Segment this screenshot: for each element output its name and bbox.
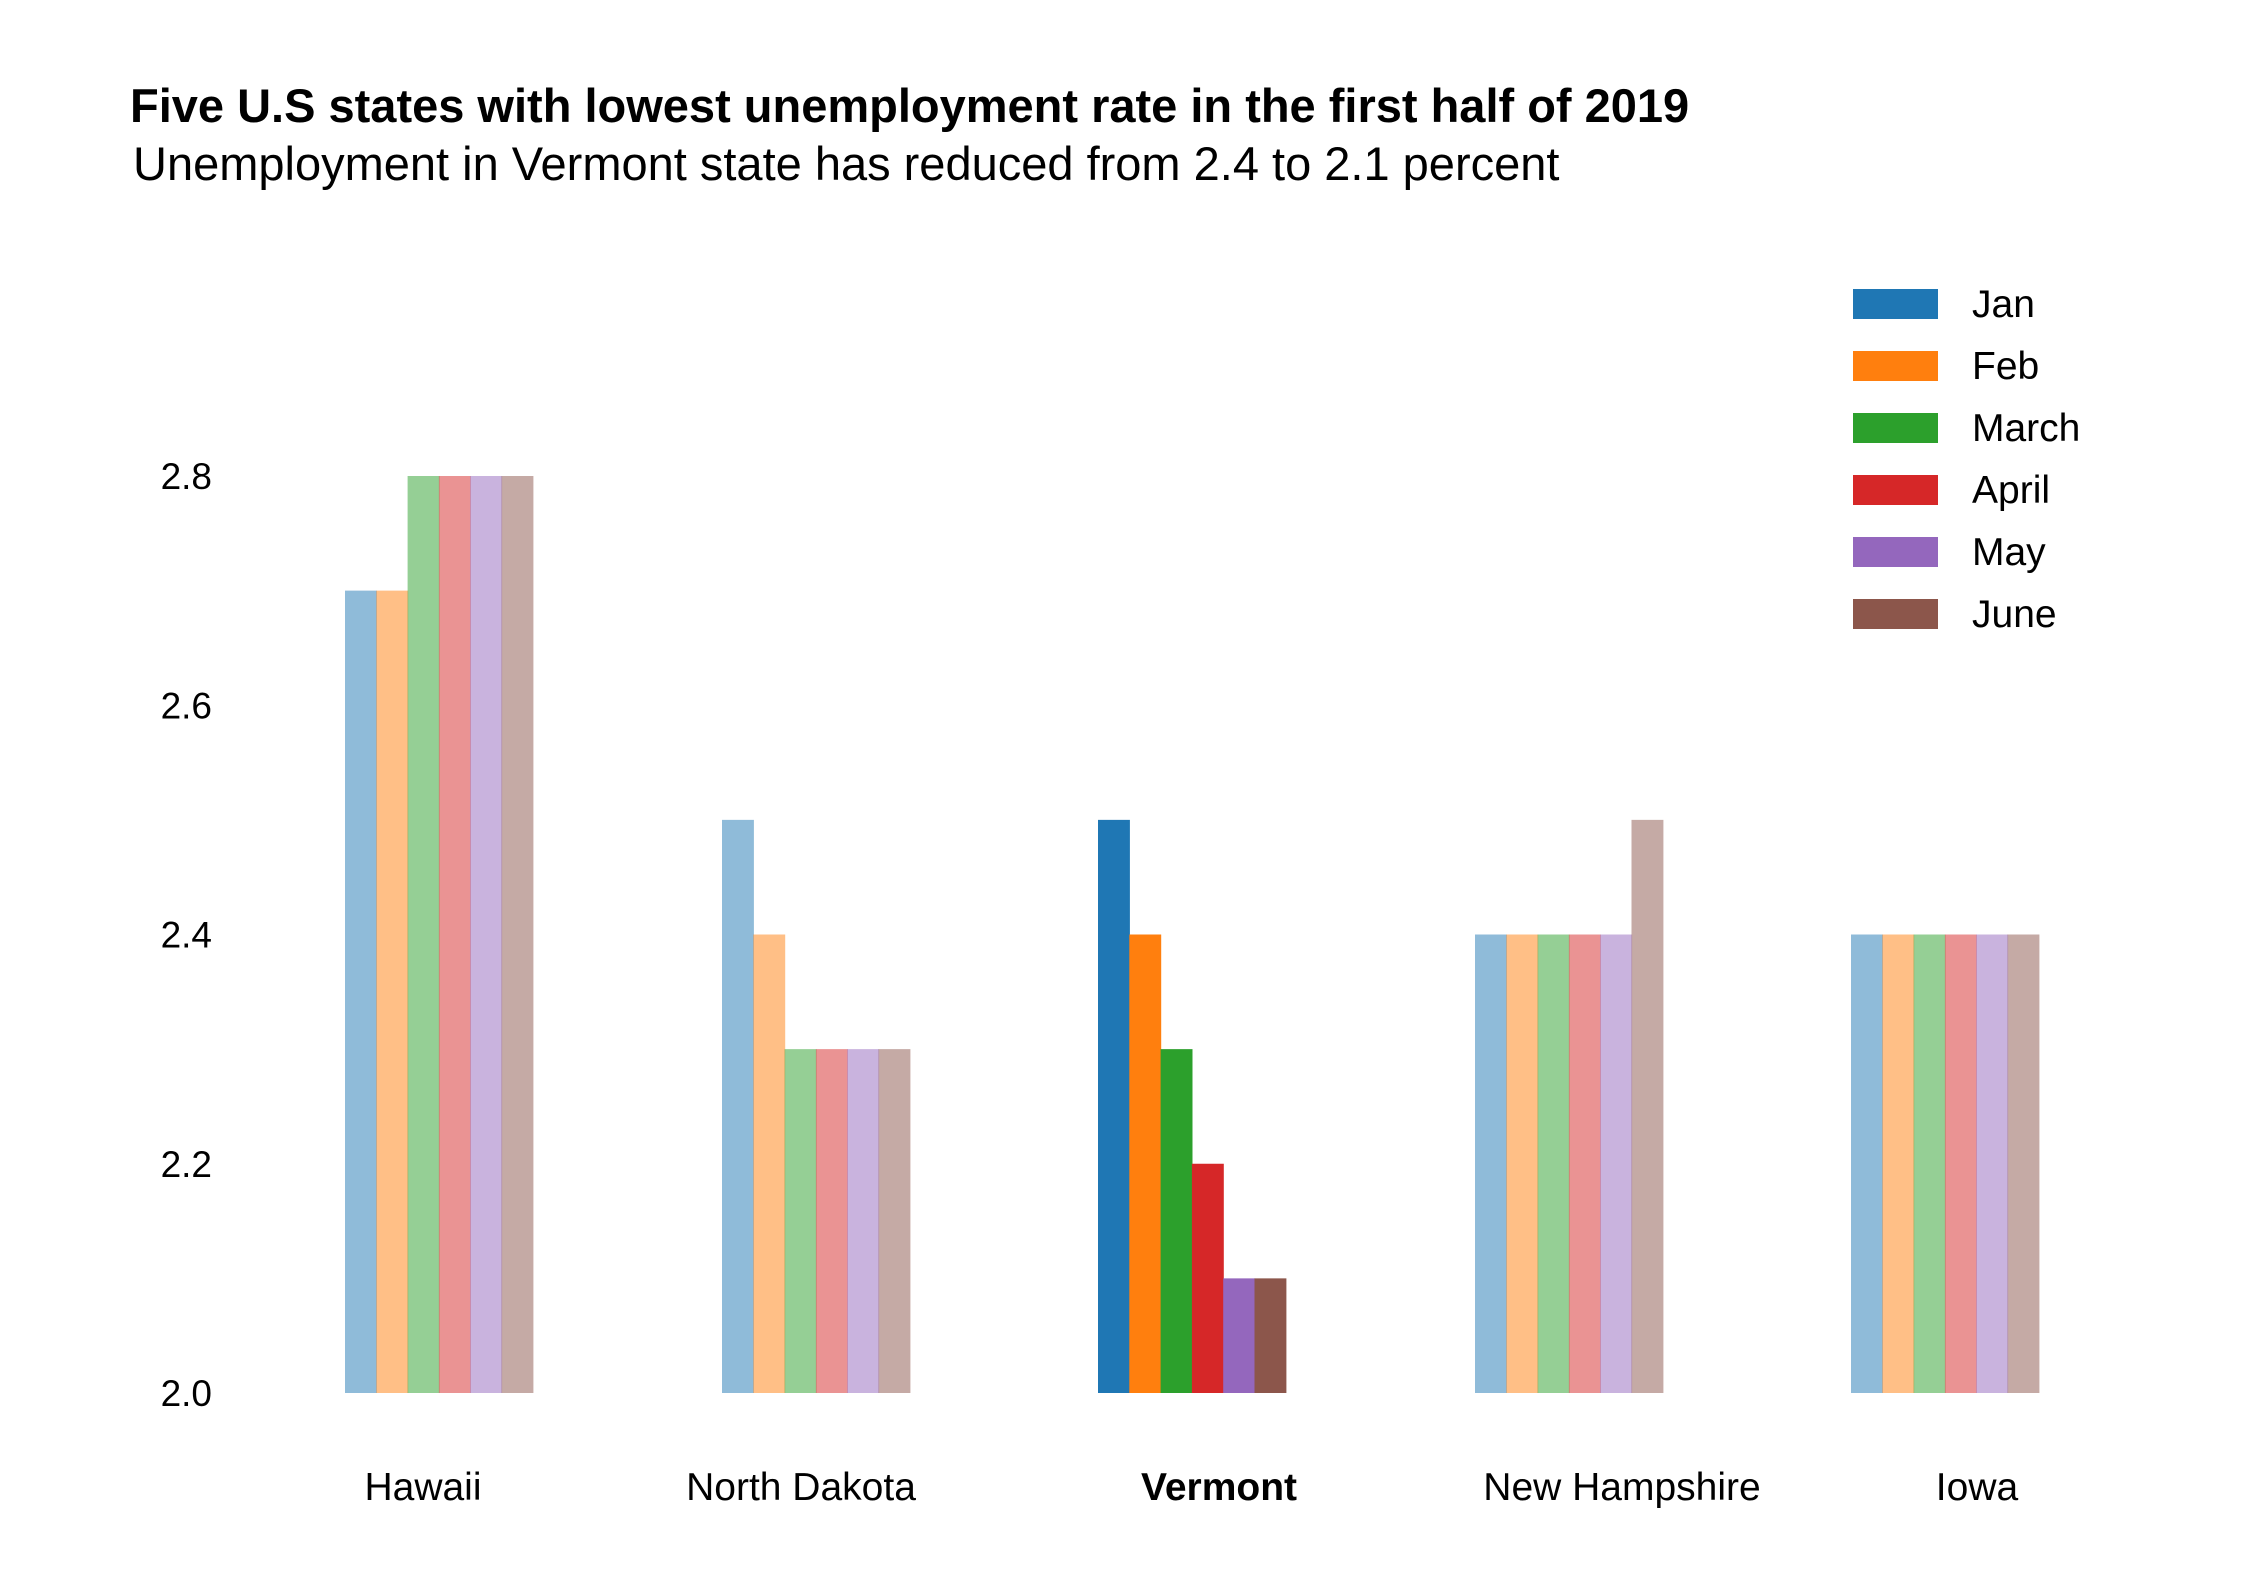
bar-iowa-may (1976, 934, 2009, 1393)
bar-north-dakota-march (784, 1049, 817, 1393)
bar-hawaii-jan (345, 590, 377, 1393)
bar-new-hampshire-feb (1506, 934, 1539, 1393)
legend-label: April (1972, 469, 2050, 512)
y-tick-label: 2.2 (161, 1144, 212, 1185)
chart-title: Five U.S states with lowest unemployment… (130, 79, 1689, 132)
y-tick-label: 2.4 (161, 915, 212, 956)
y-tick-label: 2.6 (161, 685, 212, 726)
bar-vermont-march (1160, 1049, 1193, 1393)
y-tick-label: 2.0 (161, 1373, 212, 1414)
legend-swatch (1853, 289, 1938, 319)
bar-iowa-april (1944, 934, 1977, 1393)
legend-label: Jan (1972, 283, 2035, 326)
bar-iowa-jan (1851, 934, 1883, 1393)
x-tick-label: New Hampshire (1483, 1466, 1760, 1509)
bar-vermont-feb (1129, 934, 1162, 1393)
legend: Jan Feb March April May June (1853, 283, 2080, 636)
bar-iowa-june (2007, 934, 2040, 1393)
bar-north-dakota-may (847, 1049, 880, 1393)
x-tick-label: Vermont (1141, 1466, 1297, 1509)
bar-hawaii-june (501, 476, 534, 1393)
legend-swatch (1853, 537, 1938, 567)
bar-new-hampshire-jan (1475, 934, 1507, 1393)
bar-new-hampshire-may (1600, 934, 1633, 1393)
legend-swatch (1853, 475, 1938, 505)
legend-label: June (1972, 593, 2057, 636)
legend-label: Feb (1972, 345, 2039, 388)
bar-hawaii-march (407, 476, 440, 1393)
x-tick-label: Hawaii (364, 1466, 481, 1509)
bar-north-dakota-jan (722, 819, 754, 1393)
bar-vermont-may (1223, 1278, 1256, 1393)
bar-new-hampshire-june (1631, 819, 1664, 1393)
bars (345, 476, 2040, 1393)
legend-swatch (1853, 413, 1938, 443)
bar-hawaii-april (438, 476, 471, 1393)
bar-hawaii-feb (376, 590, 409, 1393)
bar-north-dakota-april (815, 1049, 848, 1393)
legend-label: March (1972, 407, 2080, 450)
bar-north-dakota-feb (753, 934, 786, 1393)
x-tick-label: North Dakota (686, 1466, 916, 1509)
bar-iowa-march (1913, 934, 1946, 1393)
y-axis: 2.0 2.2 2.4 2.6 2.8 (161, 456, 212, 1414)
bar-new-hampshire-march (1537, 934, 1570, 1393)
bar-new-hampshire-april (1568, 934, 1601, 1393)
chart-subtitle: Unemployment in Vermont state has reduce… (133, 137, 1559, 190)
bar-vermont-april (1191, 1163, 1224, 1393)
bar-hawaii-may (470, 476, 503, 1393)
bar-vermont-jan (1098, 819, 1130, 1393)
bar-iowa-feb (1882, 934, 1915, 1393)
bar-vermont-june (1254, 1278, 1287, 1393)
legend-swatch (1853, 599, 1938, 629)
x-tick-label: Iowa (1936, 1466, 2019, 1509)
x-axis: Hawaii North Dakota Vermont New Hampshire Io… (364, 1466, 2018, 1509)
bar-north-dakota-june (878, 1049, 911, 1393)
y-tick-label: 2.8 (161, 456, 212, 497)
legend-label: May (1972, 531, 2046, 574)
legend-swatch (1853, 351, 1938, 381)
